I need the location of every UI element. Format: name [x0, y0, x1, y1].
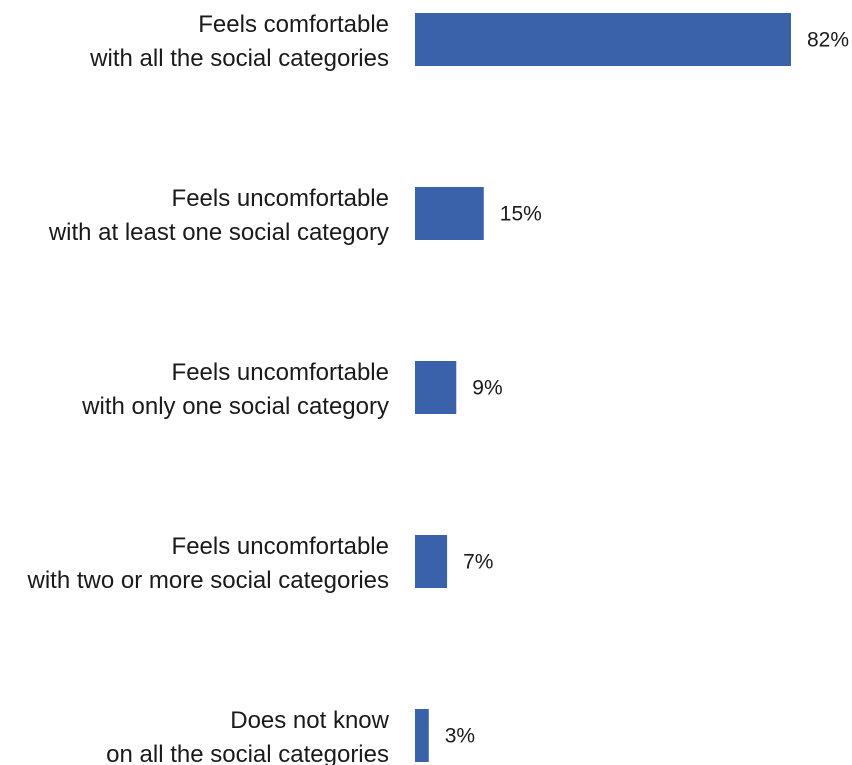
category-label-2: Feels uncomfortable with only one social …	[81, 359, 389, 420]
category-label-1: Feels uncomfortable with at least one soc…	[48, 185, 389, 246]
category-label-4: Does not know on all the social categorie…	[106, 707, 390, 765]
value-label-1: 15%	[500, 203, 542, 226]
category-labels-group: Feels comfortable with all the social cat…	[27, 11, 390, 765]
value-labels-group: 82% 15% 9% 7% 3%	[445, 29, 849, 748]
category-label-0-line-0: Feels comfortable	[198, 11, 389, 38]
bar-0	[415, 13, 791, 66]
bar-2	[415, 361, 457, 414]
category-label-3-line-1: with two or more social categories	[27, 567, 389, 594]
category-label-2-line-0: Feels uncomfortable	[172, 359, 389, 386]
category-label-0: Feels comfortable with all the social cat…	[89, 11, 389, 72]
category-label-3-line-0: Feels uncomfortable	[172, 533, 389, 560]
category-label-1-line-0: Feels uncomfortable	[172, 185, 389, 212]
category-label-1-line-1: with at least one social category	[48, 219, 389, 246]
bars-group	[415, 13, 791, 762]
category-label-4-line-0: Does not know	[230, 707, 389, 734]
value-label-0: 82%	[807, 29, 849, 52]
bar-4	[415, 709, 429, 762]
bar-3	[415, 535, 448, 588]
bar-1	[415, 187, 484, 240]
category-label-3: Feels uncomfortable with two or more soci…	[27, 533, 389, 594]
category-label-0-line-1: with all the social categories	[89, 45, 389, 72]
value-label-4: 3%	[445, 725, 475, 748]
value-label-3: 7%	[463, 551, 493, 574]
category-label-4-line-1: on all the social categories	[106, 741, 389, 765]
category-label-2-line-1: with only one social category	[81, 393, 389, 420]
value-label-2: 9%	[472, 377, 502, 400]
